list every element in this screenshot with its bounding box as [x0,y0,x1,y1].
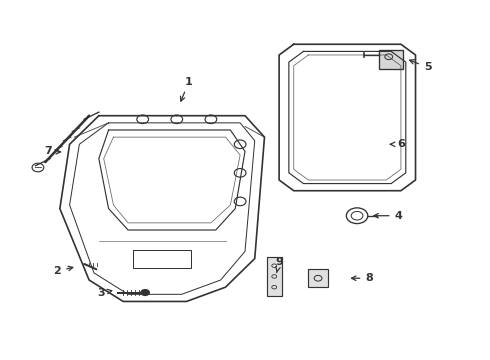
Text: 2: 2 [53,266,73,276]
Text: 8: 8 [351,273,373,283]
Bar [267,257,282,296]
Bar [379,50,403,69]
Text: 3: 3 [98,288,112,297]
Text: 1: 1 [180,77,193,101]
Text: 7: 7 [44,147,61,157]
Bar [267,257,282,296]
Bar [133,249,192,267]
Text: 6: 6 [391,139,405,149]
Bar [379,50,403,69]
Bar [308,269,328,287]
Text: 5: 5 [410,60,432,72]
Circle shape [140,289,150,296]
Text: 9: 9 [275,257,283,273]
Text: 4: 4 [374,211,402,221]
Bar [308,269,328,287]
